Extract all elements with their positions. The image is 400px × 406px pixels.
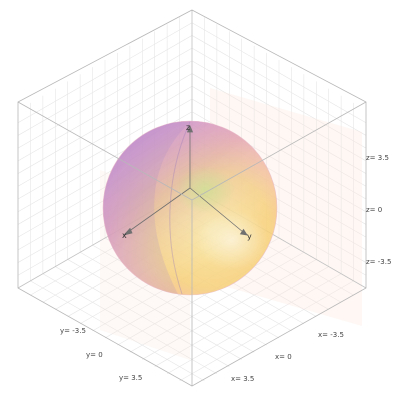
y-tick-label: y= 3.5 xyxy=(119,374,142,382)
z-tick-label: z= -3.5 xyxy=(366,258,391,266)
bounding-box-front-edges xyxy=(17,9,367,387)
grid-line xyxy=(17,86,193,187)
sphere-surface[interactable] xyxy=(100,118,280,298)
grid-line xyxy=(166,273,342,374)
x-tick-label: x= 0 xyxy=(275,353,292,361)
grid-line xyxy=(67,259,242,360)
grid-line xyxy=(30,280,205,382)
grid-line xyxy=(55,266,230,367)
grid-line xyxy=(79,252,255,353)
grid-line xyxy=(17,22,193,123)
z-tick-label: z= 0 xyxy=(366,206,382,214)
y-tick-label: y= 0 xyxy=(86,351,103,359)
grid-line xyxy=(17,73,193,174)
grid-line xyxy=(191,73,367,174)
grid-line xyxy=(191,60,367,162)
grid-line xyxy=(17,47,193,149)
x-tick-label: x= 3.5 xyxy=(231,375,254,383)
z-tick-label: z= 3.5 xyxy=(366,154,389,162)
grid-line xyxy=(191,47,367,149)
x-axis-letter: x xyxy=(122,231,127,240)
grid-line xyxy=(142,259,317,360)
grid-line xyxy=(17,60,193,162)
y-axis-letter: y xyxy=(247,232,252,241)
grid-line xyxy=(154,266,329,367)
x-tick-label: x= -3.5 xyxy=(318,331,344,339)
grid-line xyxy=(191,22,367,123)
y-tick-label: y= -3.5 xyxy=(60,327,86,335)
grid-line xyxy=(117,244,292,346)
axis-arrows xyxy=(122,124,248,236)
grid-line xyxy=(179,280,354,382)
grid-line xyxy=(42,273,218,374)
grid-line xyxy=(129,252,305,353)
grid-line xyxy=(191,86,367,187)
z-axis-letter: z xyxy=(186,123,190,132)
